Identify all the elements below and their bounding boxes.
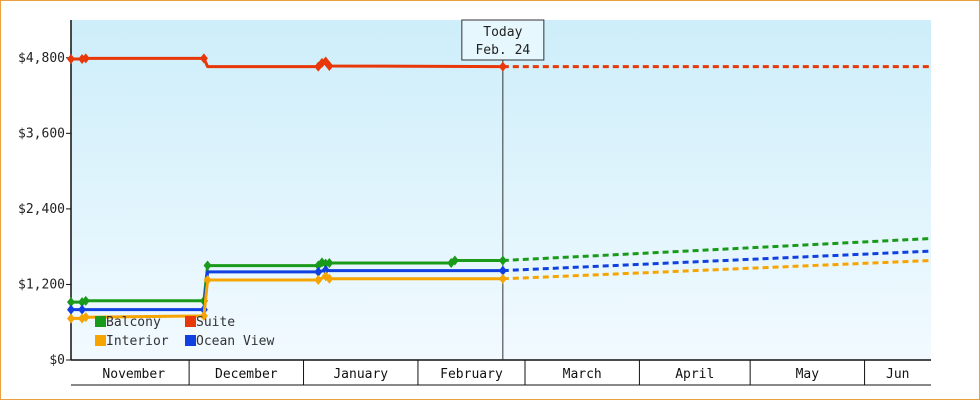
data-point-balcony[interactable] bbox=[325, 258, 334, 269]
data-point-ocean-view[interactable] bbox=[78, 304, 87, 315]
plot-area bbox=[71, 20, 931, 360]
legend-label-balcony: Balcony bbox=[106, 315, 161, 330]
data-point-ocean-view[interactable] bbox=[67, 304, 75, 315]
data-point-interior[interactable] bbox=[67, 313, 75, 324]
y-tick-label: $2,400 bbox=[18, 202, 65, 217]
month-label-april: April bbox=[675, 367, 714, 382]
legend-label-interior: Interior bbox=[106, 334, 169, 349]
today-date-label: Feb. 24 bbox=[475, 43, 530, 58]
y-tick-label: $4,800 bbox=[18, 51, 65, 66]
today-callout-box bbox=[461, 19, 545, 61]
data-point-interior[interactable] bbox=[314, 275, 323, 286]
data-point-suite[interactable] bbox=[81, 53, 90, 64]
month-label-march: March bbox=[563, 367, 602, 382]
series-balcony bbox=[67, 237, 932, 308]
data-point-interior[interactable] bbox=[199, 310, 208, 321]
legend-swatch-interior bbox=[95, 335, 106, 346]
data-point-balcony[interactable] bbox=[498, 255, 507, 266]
legend: Balcony Suite Interior Ocean View bbox=[95, 315, 274, 349]
data-point-ocean-view[interactable] bbox=[321, 264, 330, 275]
series-projection-ocean-view bbox=[502, 249, 932, 273]
data-point-balcony[interactable] bbox=[450, 255, 459, 266]
series-projection-interior bbox=[502, 259, 932, 281]
data-point-suite[interactable] bbox=[67, 54, 75, 65]
series-projection-balcony bbox=[502, 237, 932, 262]
data-point-interior[interactable] bbox=[325, 273, 334, 284]
data-point-interior[interactable] bbox=[203, 275, 212, 286]
legend-label-suite: Suite bbox=[196, 315, 235, 330]
data-point-ocean-view[interactable] bbox=[498, 265, 507, 276]
data-point-balcony[interactable] bbox=[203, 260, 212, 271]
month-label-november: November bbox=[102, 367, 165, 382]
data-point-suite[interactable] bbox=[498, 61, 507, 72]
data-point-ocean-view[interactable] bbox=[314, 266, 323, 277]
data-point-balcony[interactable] bbox=[81, 295, 90, 306]
legend-swatch-suite bbox=[185, 316, 196, 327]
y-axis: $0 $1,200 $2,400 $3,600 $4,800 bbox=[18, 20, 72, 368]
month-label-jun: Jun bbox=[886, 367, 909, 382]
today-label: Today bbox=[483, 25, 522, 40]
y-tick-label: $0 bbox=[49, 353, 65, 368]
series-layer bbox=[67, 53, 932, 324]
today-callout: Today Feb. 24 bbox=[461, 19, 545, 61]
data-point-suite[interactable] bbox=[199, 53, 208, 64]
month-label-may: May bbox=[796, 367, 820, 382]
series-interior bbox=[67, 259, 932, 324]
data-point-interior[interactable] bbox=[498, 273, 507, 284]
series-ocean-view bbox=[67, 249, 932, 315]
y-tick-label: $1,200 bbox=[18, 277, 65, 292]
series-suite bbox=[67, 53, 931, 72]
month-label-february: February bbox=[440, 367, 503, 382]
data-point-suite[interactable] bbox=[325, 60, 334, 71]
data-point-balcony[interactable] bbox=[67, 297, 75, 308]
data-point-interior[interactable] bbox=[81, 312, 90, 323]
legend-swatch-balcony bbox=[95, 316, 106, 327]
legend-swatch-ocean-view bbox=[185, 335, 196, 346]
month-label-january: January bbox=[333, 367, 388, 382]
month-label-december: December bbox=[215, 367, 278, 382]
legend-label-ocean-view: Ocean View bbox=[196, 334, 274, 349]
data-point-suite[interactable] bbox=[314, 61, 323, 72]
y-tick-label: $3,600 bbox=[18, 126, 65, 141]
x-axis: November December January February March Apri… bbox=[71, 359, 931, 386]
